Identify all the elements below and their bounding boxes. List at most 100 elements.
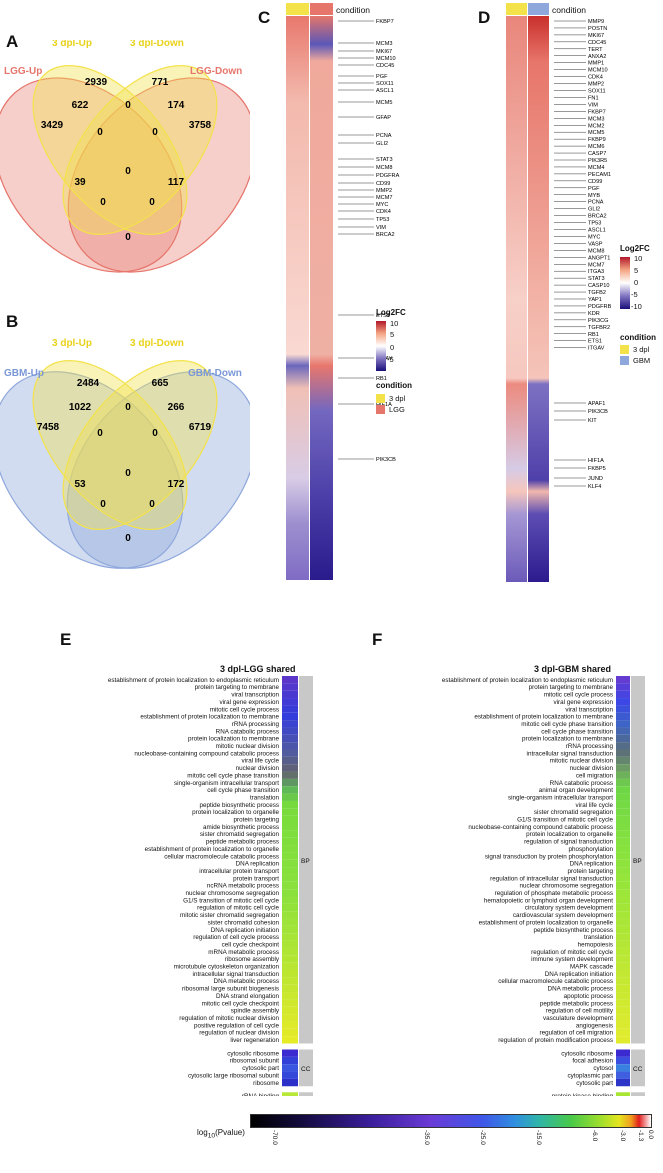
legend-swatch-3dpl [376,394,385,403]
go-term-label: DNA metabolic process [548,986,613,993]
legend-tick: 0 [634,278,639,287]
go-term-label: mitotic cell cycle process [544,692,613,699]
go-cell [616,705,630,713]
panel-label-e: E [60,630,72,649]
venn-b-count: 0 [125,533,131,544]
gene-label: ETS1 [588,339,602,345]
venn-b-count: 0 [125,402,131,413]
colorbar-label: log10(Pvalue) [197,1128,245,1140]
gene-label: KDR [588,311,600,317]
go-term-label: cellular macromolecule catabolic process [164,853,279,860]
go-cell [616,793,630,801]
go-cell [282,852,298,860]
go-cell [282,1021,298,1029]
go-term-label: regulation of protein modification proce… [498,1037,613,1044]
go-term-label: viral life cycle [576,802,614,809]
go-cell [282,999,298,1007]
go-cell [282,1064,298,1072]
go-category-label: CC [301,1066,311,1073]
go-term-label: mitotic cell cycle process [210,706,279,713]
go-term-label: establishment of protein localization to… [474,714,613,721]
go-cell [616,881,630,890]
go-term-label: viral life cycle [242,758,280,765]
go-term-label: animal organ development [539,787,613,794]
venn-b-count: 172 [168,479,185,490]
gene-label: FKBP7 [376,19,394,25]
legend-tick: 10 [390,319,399,328]
gene-label: PDGFRA [376,173,400,179]
go-cell [616,970,630,978]
legend-item: 3 dpl [633,345,650,354]
go-cell [282,940,298,948]
gene-label: MCM10 [376,56,396,62]
venn-b-count: 1022 [69,402,92,413]
gene-label: ETS1 [376,313,390,319]
go-cell [616,925,630,934]
go-term-label: translation [250,794,280,801]
go-cell [282,764,298,772]
go-term-label: ribosomal subunit [230,1058,280,1065]
go-term-label: G1/S transition of mitotic cell cycle [183,897,279,904]
go-term-label: peptide metabolic process [206,839,279,846]
go-term-label: cytosol [593,1065,613,1072]
venn-a-count: 0 [152,127,158,138]
gene-label: GFAP [376,115,391,121]
go-category-label: BP [301,858,310,865]
gene-label: PIK3R5 [588,158,607,164]
gene-label: MMP2 [376,188,392,194]
go-cell [282,903,298,912]
log2fc-colorbar [620,257,630,309]
venn-b-count: 2484 [77,378,100,389]
go-term-label: protein transport [233,875,279,882]
go-cell [616,845,630,853]
go-term-label: protein kinase binding [552,1093,614,1096]
go-cell [282,1049,298,1057]
legend-item: LGG [389,405,405,414]
gene-label-layer: MMP9POSTNMKI67CDC45TERTANXA2MMP1MCM10CDK… [554,19,612,490]
venn-a-3dpl-up [32,65,188,235]
go-cell [282,1078,298,1087]
go-term-label: protein targeting to membrane [195,684,280,691]
gene-label: PIK3CB [588,409,608,415]
go-term-label: nuclear division [236,765,280,772]
go-term-label: ribosomal large subunit biogenesis [182,986,279,993]
go-cell [282,778,298,787]
condition-bar-3dpl [506,3,527,15]
go-term-label: rRNA binding [242,1093,280,1096]
venn-b-count: 266 [168,402,185,413]
gene-label: GLI2 [588,207,600,213]
go-cell [616,837,630,846]
go-term-label: regulation of mitotic cell cycle [531,949,613,956]
go-term-label: single-organism intracellular transport [508,794,613,801]
go-term-label: immune system development [531,956,613,963]
go-term-label: peptide metabolic process [540,1000,613,1007]
go-term-label: peptide biosynthetic process [200,802,279,809]
gene-label: MMP1 [588,61,604,67]
go-cell [282,1056,298,1065]
go-cell [282,808,298,816]
venn-a-count: 174 [168,100,185,111]
gene-label: VASP [588,241,603,247]
go-term-label: translation [584,934,614,941]
gene-label: PCNA [588,200,604,206]
go-cell [282,1036,298,1044]
go-term-label: intracellular signal transduction [193,971,280,978]
legend-condition-title: condition [620,333,656,342]
go-cell [282,874,298,882]
venn-a-3dpl-down [62,65,218,235]
go-cell [282,690,298,699]
go-cell [282,925,298,934]
venn-a-count: 39 [74,177,86,188]
venn-a-count: 0 [149,197,155,208]
go-cell [616,984,630,993]
go-term-label: DNA metabolic process [214,978,279,985]
go-term-label: mitotic nuclear division [216,743,280,750]
go-cell [616,720,630,728]
go-cell [616,749,630,757]
panel-label-c: C [258,8,271,27]
go-cell [282,947,298,956]
go-term-label: cytosolic large ribosomal subunit [188,1072,279,1079]
go-cell [616,859,630,868]
gene-label: PIK3CB [376,457,396,463]
go-cell [616,1014,630,1022]
